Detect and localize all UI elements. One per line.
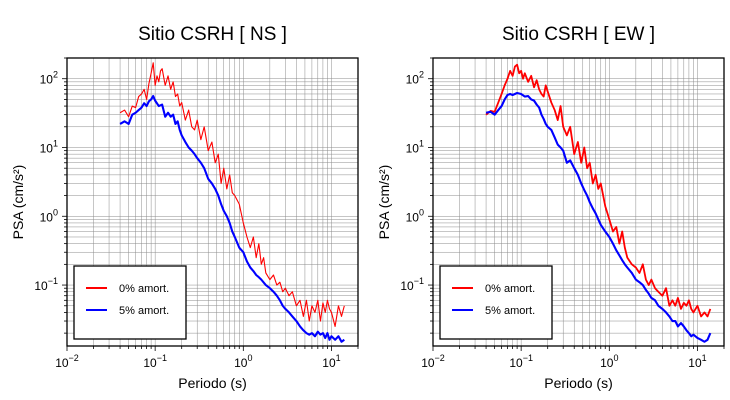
y-axis-label: PSA (cm/s²): [376, 165, 392, 240]
x-tick-label-base: 10: [143, 356, 157, 370]
chart-panel-1: Sitio CSRH [ NS ]10−2 10−1 100 10110−110010…: [10, 24, 359, 391]
y-tick-label-base: 10: [406, 141, 420, 155]
legend-label: 5% amort.: [485, 305, 535, 317]
axis-ticks: [62, 57, 359, 351]
x-tick-label-base: 10: [55, 356, 69, 370]
plot-frame: [432, 57, 725, 347]
legend: 0% amort. 5% amort.: [73, 265, 187, 340]
legend-label: 0% amort.: [119, 283, 169, 295]
y-tick-label: 101: [40, 138, 58, 155]
x-tick-label-exp: 0: [613, 353, 618, 363]
y-tick-label-exp: 1: [419, 138, 424, 148]
y-tick-label-base: 10: [406, 73, 420, 87]
x-tick-label-exp: 0: [247, 353, 252, 363]
y-tick-label: 100: [406, 207, 424, 224]
y-tick-label-base: 10: [40, 210, 54, 224]
plot-frame: [66, 57, 359, 347]
y-axis-label: PSA (cm/s²): [10, 165, 26, 240]
series-line-red: [485, 63, 712, 318]
y-tick-label-exp: −1: [48, 276, 58, 286]
x-tick-label: 100: [600, 353, 618, 370]
x-tick-label: 10−2: [55, 353, 79, 370]
x-tick-label-exp: −1: [523, 353, 533, 363]
legend: 0% amort. 5% amort.: [439, 265, 553, 340]
legend-box: [73, 265, 187, 340]
y-tick-label-exp: 0: [419, 207, 424, 217]
x-axis-label: Periodo (s): [178, 375, 246, 391]
x-tick-label: 10−1: [509, 353, 533, 370]
y-tick-label: 101: [406, 138, 424, 155]
y-tick-label-exp: −1: [414, 276, 424, 286]
x-tick-label-base: 10: [421, 356, 435, 370]
x-tick-label: 10−2: [421, 353, 445, 370]
chart-title: Sitio CSRH [ EW ]: [502, 24, 655, 45]
y-tick-label-exp: 2: [53, 70, 58, 80]
y-tick-label: 10−1: [400, 276, 424, 293]
legend-label: 0% amort.: [485, 283, 535, 295]
x-tick-label: 101: [322, 353, 340, 370]
x-tick-label-exp: −2: [69, 353, 79, 363]
series-line-red: [119, 62, 345, 328]
legend-box: [439, 265, 553, 340]
y-tick-label-exp: 0: [53, 207, 58, 217]
y-tick-label: 102: [406, 70, 424, 87]
y-tick-label-exp: 2: [419, 70, 424, 80]
x-tick-label-base: 10: [322, 356, 336, 370]
x-axis-label: Periodo (s): [544, 375, 612, 391]
y-tick-label-base: 10: [34, 279, 48, 293]
y-tick-label-base: 10: [40, 141, 54, 155]
legend-label: 5% amort.: [119, 305, 169, 317]
series-line-blue: [119, 94, 345, 343]
x-tick-label-base: 10: [234, 356, 248, 370]
series-line-blue: [485, 91, 712, 343]
x-tick-label-base: 10: [509, 356, 523, 370]
y-tick-label-base: 10: [400, 279, 414, 293]
chart-title: Sitio CSRH [ NS ]: [138, 24, 287, 45]
x-tick-label: 101: [688, 353, 706, 370]
x-tick-label-exp: −1: [157, 353, 167, 363]
x-tick-label-exp: 1: [702, 353, 707, 363]
x-tick-label: 100: [234, 353, 252, 370]
y-tick-label: 102: [40, 70, 58, 87]
y-tick-label-base: 10: [40, 73, 54, 87]
y-tick-label-base: 10: [406, 210, 420, 224]
x-tick-label-base: 10: [688, 356, 702, 370]
chart-panel-2: Sitio CSRH [ EW ]10−2 10−1 100 10110−110010…: [376, 24, 725, 391]
x-tick-label: 10−1: [143, 353, 167, 370]
x-tick-label-base: 10: [600, 356, 614, 370]
y-tick-label: 100: [40, 207, 58, 224]
x-tick-label-exp: 1: [336, 353, 341, 363]
y-tick-label-exp: 1: [53, 138, 58, 148]
y-tick-label: 10−1: [34, 276, 58, 293]
x-tick-label-exp: −2: [435, 353, 445, 363]
